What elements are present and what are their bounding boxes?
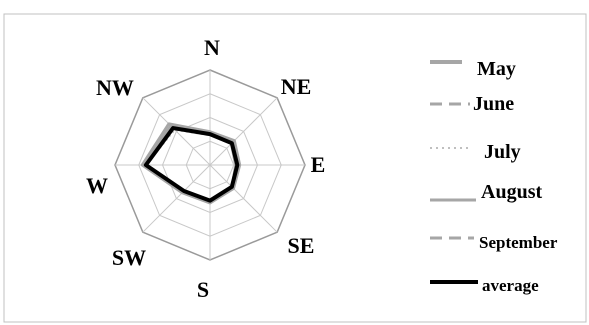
grid-spoke-ne — [209, 97, 278, 166]
series-average — [143, 126, 240, 203]
direction-label-e: E — [311, 152, 326, 177]
legend-label-june: June — [473, 93, 514, 115]
direction-label-s: S — [197, 277, 209, 302]
grid-spoke-se — [209, 164, 278, 233]
legend-item-average: average — [430, 276, 539, 295]
legend-item-may: May — [430, 58, 516, 80]
chart-frame — [3, 13, 587, 323]
legend-item-august: August — [430, 181, 542, 203]
grid-spoke-nw — [142, 97, 211, 166]
legend-label-august: August — [481, 181, 542, 203]
legend-label-september: September — [479, 233, 558, 252]
legend-item-june: June — [430, 93, 514, 115]
legend-label-may: May — [477, 58, 516, 80]
direction-label-w: W — [86, 173, 108, 198]
direction-label-nw: NW — [96, 75, 134, 100]
legend-item-september: September — [430, 233, 558, 252]
legend-label-july: July — [484, 141, 521, 163]
radar-series-layer — [140, 122, 242, 205]
direction-labels: N NE E SE S SW W NW — [86, 35, 325, 302]
direction-label-ne: NE — [281, 74, 312, 99]
direction-label-n: N — [204, 35, 220, 60]
grid-spoke-sw — [142, 164, 211, 233]
direction-label-se: SE — [288, 233, 315, 258]
legend: May June July August September average — [430, 58, 558, 295]
legend-label-average: average — [482, 276, 539, 295]
radar-grid — [114, 69, 306, 261]
legend-item-july: July — [430, 141, 521, 163]
direction-label-sw: SW — [112, 245, 146, 270]
